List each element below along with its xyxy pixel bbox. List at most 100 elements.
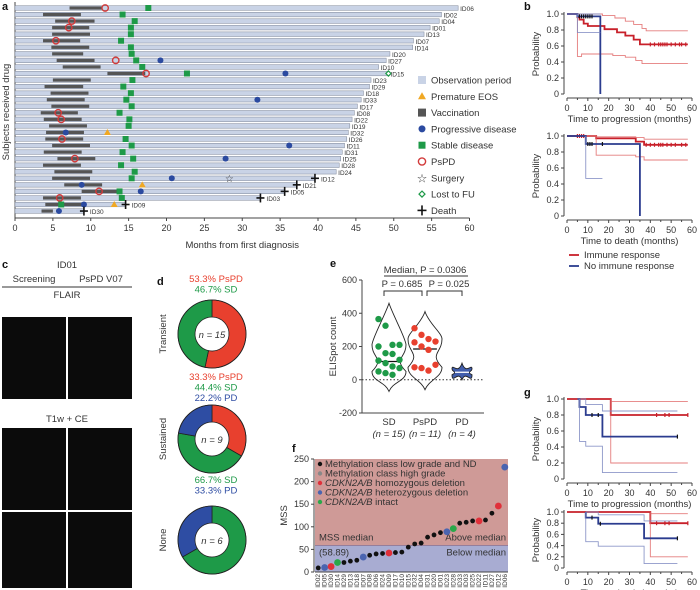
legend-dot [317, 490, 323, 495]
mss-x-label: ID03 [463, 574, 470, 588]
legend-label: Observation period [431, 76, 511, 87]
stable-disease-marker [116, 109, 123, 116]
x-tick-label: 60 [687, 488, 697, 498]
x-tick-label: 35 [275, 223, 285, 233]
vaccination-bar [43, 196, 81, 200]
subject-id-label: ID25 [343, 157, 357, 164]
progressive-disease-marker [286, 142, 293, 149]
mss-point [315, 565, 321, 571]
x-tick-label: 30 [624, 488, 634, 498]
x-tick-label: 40 [645, 225, 655, 235]
legend-label: No immune response [584, 261, 674, 272]
column-label-pspd: PsPD V07 [79, 274, 123, 285]
subject-row: ID27 [14, 56, 402, 65]
observation-bar [14, 103, 358, 109]
stable-disease-marker [129, 77, 136, 84]
subject-row: ID08 [14, 108, 370, 118]
stable-disease-marker [127, 44, 134, 51]
pd-circle-icon [418, 125, 426, 133]
x-tick-label: 40 [645, 488, 655, 498]
y-tick-label: 100 [294, 522, 309, 532]
legend-label: PsPD [431, 157, 455, 168]
donut-outline [177, 505, 247, 575]
y-tick-label: 0.6 [546, 163, 559, 173]
donut-percent-label: 53.3% PsPD [189, 274, 243, 285]
pspd-marker [142, 69, 150, 78]
mss-point [483, 517, 488, 523]
category-n-label: (n = 4) [448, 429, 476, 440]
legend-label: Immune response [584, 250, 660, 261]
donut-slice-pd [177, 505, 213, 558]
x-axis-title: Time to death (months) [581, 236, 679, 247]
mss-x-label: ID13 [347, 574, 354, 588]
mss-x-label: ID23 [444, 574, 451, 588]
observation-swatch [418, 76, 426, 84]
mss-point [412, 541, 418, 547]
donut-percent-label: 33.3% PsPD [189, 372, 243, 383]
x-axis-title: Time to progression (months) [568, 114, 692, 125]
left-bracket [383, 290, 423, 296]
mss-point [393, 550, 398, 555]
data-point [382, 349, 389, 357]
stable-disease-marker [139, 63, 146, 70]
stable-disease-marker [131, 168, 138, 175]
subject-row: ID15 [14, 69, 405, 79]
x-tick-label: 30 [624, 225, 634, 235]
vaccination-bar [69, 6, 103, 10]
vaccination-bar [43, 163, 81, 167]
x-tick-label: 20 [161, 223, 171, 233]
ci-line [567, 13, 688, 65]
subject-row: ID22 [14, 115, 368, 124]
subject-id-label: ID30 [90, 209, 104, 216]
category-label: SD [382, 417, 395, 428]
legend-label: Lost to FU [431, 190, 475, 201]
x-tick-label: 5 [50, 223, 55, 233]
progressive-disease-marker [80, 201, 87, 208]
progressive-disease-marker [78, 181, 85, 188]
data-point [411, 339, 418, 346]
vaccination-bar [52, 176, 90, 180]
x-tick-label: 55 [427, 223, 437, 233]
stable-disease-marker [130, 155, 137, 162]
vaccination-bar [51, 104, 90, 108]
subject-id-label: ID18 [365, 91, 379, 98]
ci-line [610, 399, 688, 464]
observation-bar [14, 129, 349, 135]
y-axis-title: Probability [531, 32, 542, 77]
data-point [389, 371, 396, 378]
subject-row: ID31 [14, 149, 358, 157]
sd-square-icon [418, 141, 426, 149]
panel-label-a: a [2, 1, 9, 13]
vaccination-bar [57, 157, 96, 161]
right-p-value: P = 0.025 [429, 279, 470, 290]
x-tick-label: 10 [583, 225, 593, 235]
stable-disease-marker [128, 175, 135, 182]
subject-row: ID02 [14, 11, 458, 20]
y-tick-label: 0.8 [546, 410, 559, 420]
median-label: MSS median [319, 532, 373, 543]
x-tick-label: 45 [351, 223, 361, 233]
vaccination-bar [45, 202, 84, 207]
y-tick-label: 1.0 [546, 507, 559, 517]
vaccination-bar [43, 12, 81, 17]
subject-row: ID09 [14, 200, 146, 210]
y-tick-label: 0.2 [546, 458, 559, 468]
x-tick-label: 0 [564, 577, 569, 587]
observation-bar [14, 18, 440, 24]
subject-row: ID18 [14, 90, 380, 98]
y-tick-label: 0.2 [546, 73, 559, 83]
y-axis-title: Probability [531, 154, 542, 199]
data-point [418, 331, 425, 339]
y-tick-label: 200 [294, 477, 309, 487]
data-point [425, 367, 432, 374]
x-tick-label: 60 [687, 577, 697, 587]
progressive-disease-marker [168, 175, 175, 182]
lost-diamond-icon [418, 190, 426, 198]
subject-id-label: ID11 [347, 144, 361, 151]
x-tick-label: 30 [624, 577, 634, 587]
observation-bar [14, 12, 442, 18]
subject-id-label: ID09 [132, 203, 146, 210]
